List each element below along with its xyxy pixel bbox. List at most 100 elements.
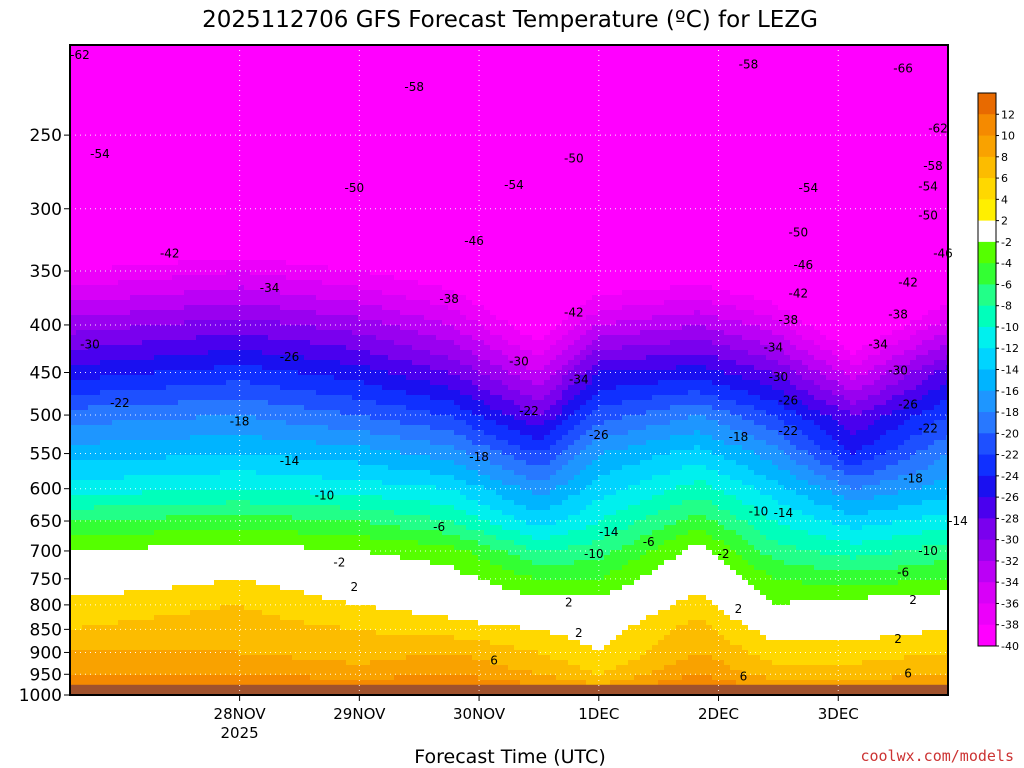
temperature-cell: [250, 195, 257, 201]
temperature-cell: [250, 60, 257, 66]
temperature-cell: [124, 565, 131, 571]
temperature-cell: [256, 455, 263, 461]
temperature-cell: [178, 560, 185, 566]
temperature-cell: [268, 320, 275, 326]
temperature-cell: [106, 185, 113, 191]
temperature-cell: [244, 660, 251, 666]
temperature-cell: [196, 345, 203, 351]
temperature-cell: [166, 495, 173, 501]
temperature-cell: [226, 370, 233, 376]
temperature-cell: [250, 100, 257, 106]
temperature-cell: [256, 580, 263, 586]
temperature-cell: [202, 525, 209, 531]
temperature-cell: [232, 430, 239, 436]
temperature-cell: [220, 155, 227, 161]
temperature-cell: [118, 230, 125, 236]
temperature-cell: [136, 175, 143, 181]
temperature-cell: [268, 315, 275, 321]
temperature-cell: [220, 415, 227, 421]
temperature-cell: [76, 240, 83, 246]
temperature-cell: [82, 190, 89, 196]
temperature-cell: [208, 50, 215, 56]
temperature-cell: [292, 200, 299, 206]
temperature-cell: [88, 125, 95, 131]
temperature-cell: [250, 605, 257, 611]
temperature-cell: [268, 630, 275, 636]
temperature-cell: [166, 675, 173, 681]
temperature-cell: [154, 630, 161, 636]
temperature-cell: [136, 90, 143, 96]
temperature-cell: [214, 275, 221, 281]
temperature-cell: [172, 620, 179, 626]
temperature-cell: [184, 370, 191, 376]
temperature-cell: [268, 300, 275, 306]
temperature-cell: [130, 460, 137, 466]
temperature-cell: [208, 550, 215, 556]
temperature-cell: [178, 220, 185, 226]
temperature-cell: [166, 545, 173, 551]
temperature-cell: [160, 225, 167, 231]
temperature-cell: [160, 435, 167, 441]
temperature-cell: [214, 420, 221, 426]
temperature-cell: [220, 570, 227, 576]
temperature-cell: [244, 530, 251, 536]
temperature-cell: [118, 300, 125, 306]
temperature-cell: [142, 505, 149, 511]
temperature-cell: [112, 245, 119, 251]
temperature-cell: [124, 155, 131, 161]
temperature-cell: [118, 115, 125, 121]
temperature-cell: [232, 285, 239, 291]
temperature-cell: [244, 95, 251, 101]
temperature-cell: [154, 670, 161, 676]
temperature-cell: [232, 660, 239, 666]
temperature-cell: [136, 670, 143, 676]
temperature-cell: [88, 455, 95, 461]
temperature-cell: [202, 85, 209, 91]
temperature-cell: [106, 435, 113, 441]
temperature-cell: [82, 110, 89, 116]
temperature-cell: [244, 350, 251, 356]
temperature-cell: [160, 305, 167, 311]
temperature-cell: [256, 195, 263, 201]
temperature-cell: [262, 365, 269, 371]
temperature-cell: [244, 250, 251, 256]
temperature-cell: [166, 405, 173, 411]
temperature-cell: [286, 115, 293, 121]
temperature-cell: [244, 170, 251, 176]
temperature-cell: [142, 460, 149, 466]
temperature-cell: [226, 465, 233, 471]
temperature-cell: [196, 145, 203, 151]
temperature-cell: [196, 95, 203, 101]
temperature-cell: [208, 270, 215, 276]
temperature-cell: [118, 570, 125, 576]
temperature-cell: [166, 55, 173, 61]
temperature-cell: [220, 75, 227, 81]
temperature-cell: [178, 320, 185, 326]
temperature-cell: [112, 95, 119, 101]
temperature-cell: [262, 295, 269, 301]
temperature-cell: [154, 80, 161, 86]
temperature-cell: [286, 595, 293, 601]
temperature-cell: [214, 60, 221, 66]
temperature-cell: [148, 210, 155, 216]
temperature-cell: [130, 645, 137, 651]
temperature-cell: [220, 610, 227, 616]
temperature-cell: [76, 145, 83, 151]
temperature-cell: [226, 235, 233, 241]
temperature-cell: [274, 540, 281, 546]
temperature-cell: [244, 560, 251, 566]
temperature-cell: [196, 265, 203, 271]
temperature-cell: [190, 175, 197, 181]
temperature-cell: [94, 475, 101, 481]
temperature-cell: [148, 190, 155, 196]
temperature-cell: [76, 505, 83, 511]
temperature-cell: [292, 620, 299, 626]
temperature-cell: [268, 660, 275, 666]
temperature-cell: [76, 245, 83, 251]
temperature-cell: [88, 420, 95, 426]
temperature-cell: [100, 190, 107, 196]
temperature-cell: [88, 80, 95, 86]
temperature-cell: [160, 85, 167, 91]
temperature-cell: [82, 285, 89, 291]
temperature-cell: [232, 555, 239, 561]
